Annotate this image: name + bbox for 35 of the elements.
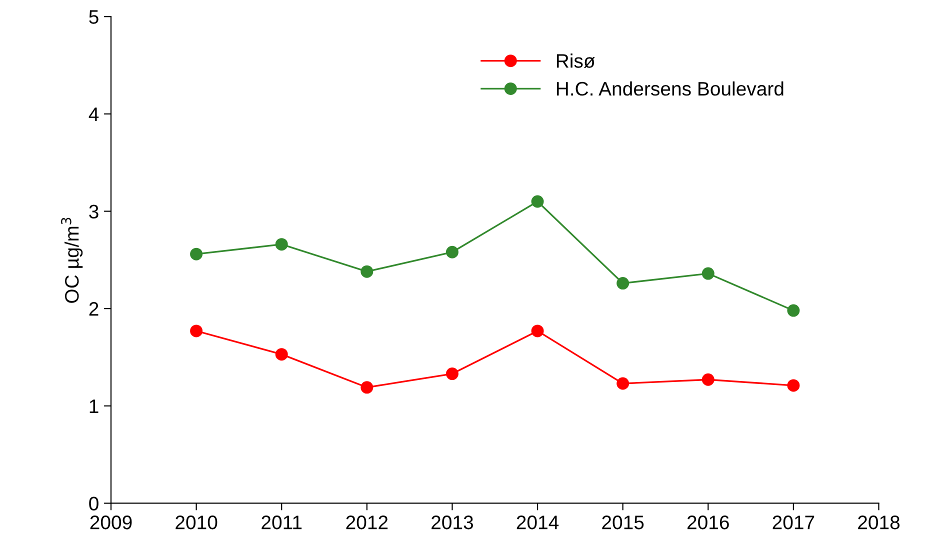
point [616, 377, 630, 390]
point [702, 267, 714, 280]
point [190, 324, 203, 338]
point [446, 246, 458, 258]
point [275, 238, 288, 251]
point [702, 373, 714, 386]
x-tick-label: 2013 [432, 516, 473, 530]
point [190, 248, 203, 260]
x-tick-label: 2015 [602, 516, 644, 530]
x-tick-label: 2010 [176, 516, 218, 530]
y-tick-label: 2 [89, 302, 98, 316]
y-axis-title: OC µg/m$^{3}$ [61, 218, 83, 303]
y-tick-label: 0 [89, 496, 98, 510]
x-tick-label: 2009 [90, 516, 132, 530]
point [616, 277, 630, 290]
x-tick-label: 2014 [516, 516, 559, 530]
point [275, 348, 288, 361]
x-tick-label: 2018 [858, 516, 900, 530]
point [360, 381, 374, 394]
legend-label: Risø [556, 54, 595, 68]
x-tick-label: 2012 [346, 516, 388, 530]
point [787, 379, 800, 392]
y-tick-label: 3 [89, 204, 98, 218]
point [531, 195, 544, 208]
x-tick-label: 2017 [772, 516, 814, 530]
y-tick-label: 4 [88, 108, 99, 121]
y-tick-label: 5 [89, 10, 98, 24]
point [787, 304, 800, 317]
point [446, 368, 458, 380]
x-tick-label: 2011 [262, 516, 302, 530]
y-tick-label: 1 [90, 400, 98, 413]
x-tick-label: 2016 [687, 516, 729, 530]
legend-label: H.C. Andersens Boulevard [556, 81, 784, 96]
point [360, 265, 374, 278]
point [531, 324, 544, 338]
